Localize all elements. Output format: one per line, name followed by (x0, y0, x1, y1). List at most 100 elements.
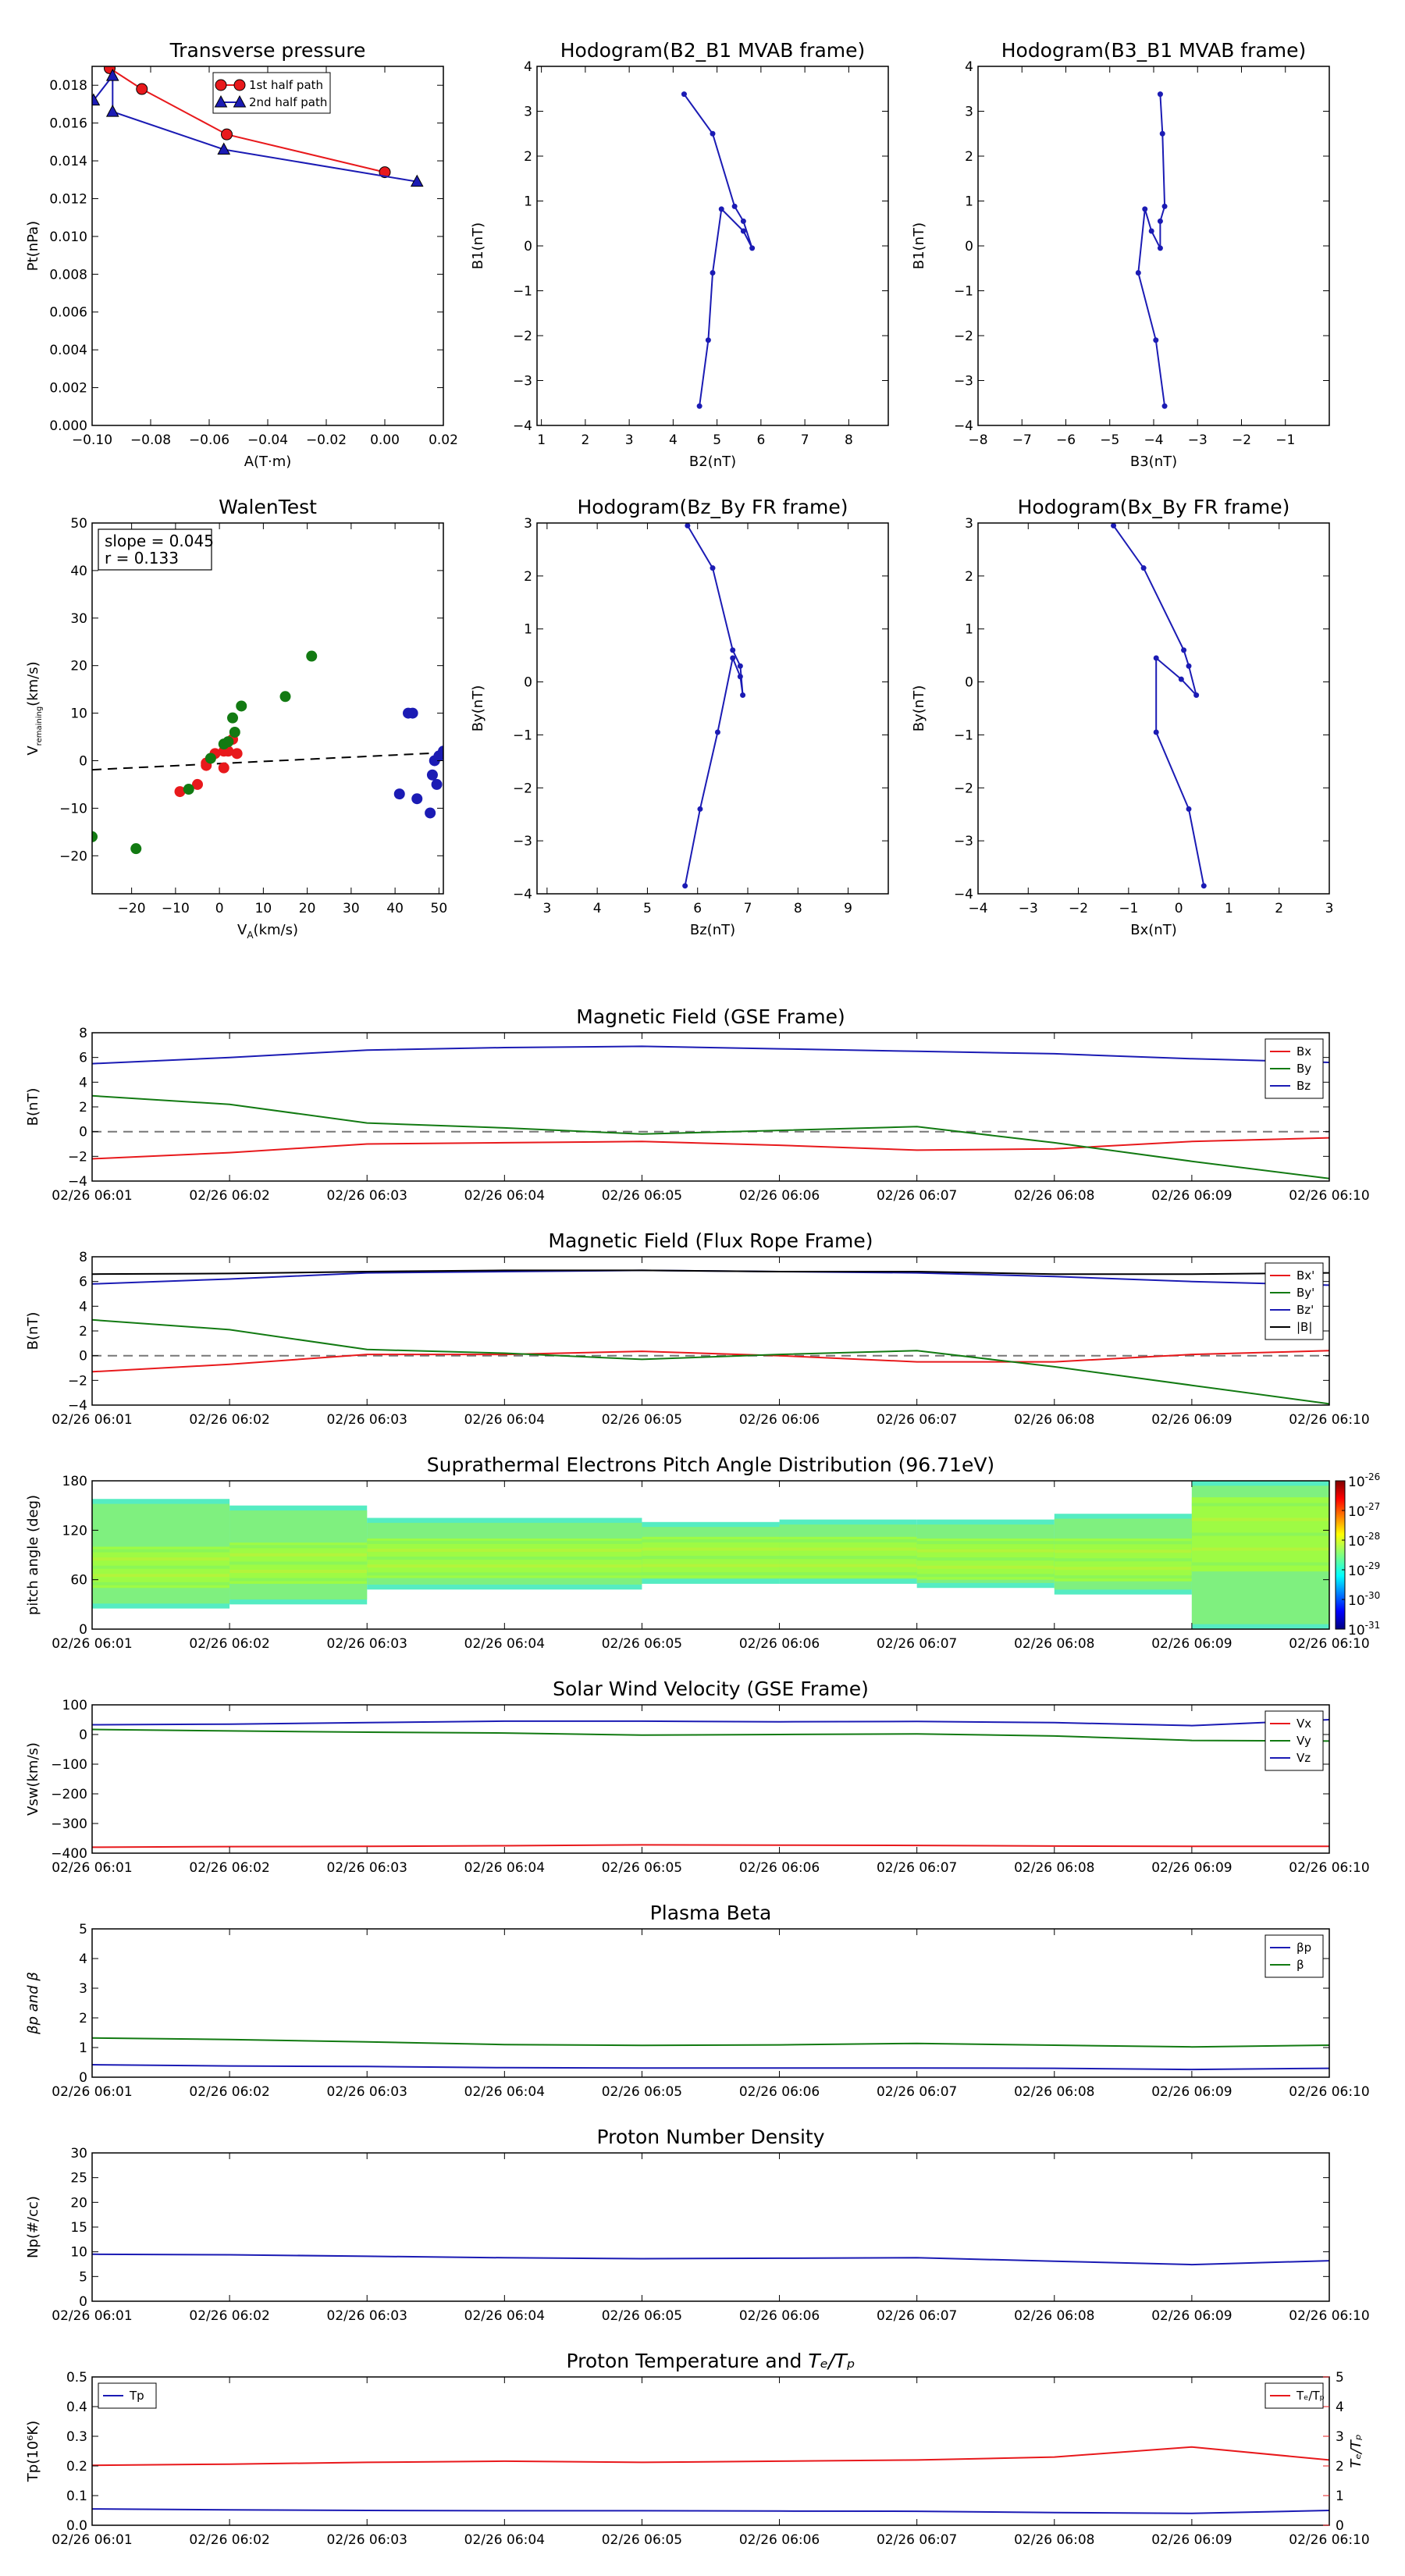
h1-ytick-label: −1 (513, 284, 532, 300)
vsw-legend-label: Vy (1297, 1734, 1311, 1748)
pad-cell-band (1191, 1532, 1329, 1536)
h2-ytick-label: −4 (954, 418, 973, 434)
h4-series-0-point (1153, 655, 1159, 661)
pad-cell-band (92, 1557, 230, 1561)
tp-ytick-label: 0.012 (49, 191, 87, 207)
beta-ytick-label: 3 (79, 1981, 87, 1997)
pad-ytick-label: 120 (62, 1523, 87, 1539)
mf_gse-title: Magnetic Field (GSE Frame) (576, 1005, 845, 1028)
pad-xtick-label: 02/26 06:10 (1289, 1636, 1369, 1652)
beta-legend-box (1264, 1934, 1324, 1978)
temp-axes-frame (91, 2376, 1330, 2526)
np-xtick-label: 02/26 06:08 (1014, 2308, 1094, 2324)
h2-series-0-point (1142, 206, 1148, 212)
walen-annotation-line: slope = 0.045 (105, 532, 214, 550)
mf_gse-series-2-line (91, 1045, 1330, 1065)
h4-ytick-label: 2 (965, 569, 973, 585)
tp-xtick-label: −0.02 (306, 432, 347, 448)
mf_gse-ytick-label: 0 (79, 1125, 87, 1140)
walen-xtick-label: −10 (162, 901, 190, 916)
h1-xlabel: B2(nT) (689, 454, 736, 470)
pad-cell-band (779, 1564, 917, 1567)
np-xtick-label: 02/26 06:04 (464, 2308, 545, 2324)
h4-ytick-label: −4 (954, 887, 973, 902)
h4-series-0-point (1200, 883, 1207, 889)
vsw-ytick-label: −100 (51, 1757, 87, 1773)
h4-plot-area (1111, 523, 1207, 889)
temp-xtick-label: 02/26 06:04 (464, 2532, 545, 2548)
temp-series-0-line (91, 2508, 1330, 2514)
temp-xtick-label: 02/26 06:05 (602, 2532, 682, 2548)
h1-series-0-point (731, 203, 738, 209)
walen-annotation-box (98, 528, 212, 571)
tp-series-1-point (105, 69, 119, 81)
h2-xtick-label: −8 (968, 432, 987, 448)
walen-title: WalenTest (219, 496, 317, 518)
beta-xtick-label: 02/26 06:06 (739, 2084, 820, 2100)
tp-xlabel: A(T·m) (244, 454, 292, 470)
h4-xtick-label: 1 (1225, 901, 1233, 916)
mf_gse-legend-label: By (1297, 1062, 1311, 1076)
tp-ytick-label: 0.004 (49, 343, 87, 358)
h3-title: Hodogram(Bz_By FR frame) (577, 496, 848, 518)
walen-panel: −20 −10 0 10 20 30 40 50 −20 −10 0 10 20 30 40 50 WalenT… (25, 496, 447, 941)
mf_gse-xtick-label: 02/26 06:05 (602, 1188, 682, 1204)
h4-xtick-label: −4 (968, 901, 987, 916)
pad-xtick-label: 02/26 06:09 (1151, 1636, 1232, 1652)
walen-plot-area (92, 650, 443, 855)
h3-xtick-label: 4 (593, 901, 602, 916)
vsw-xtick-label: 02/26 06:05 (602, 1860, 682, 1876)
mf_fr-title: Magnetic Field (Flux Rope Frame) (548, 1229, 873, 1252)
pad-cell-band (92, 1582, 230, 1585)
vsw-panel: 02/26 06:01 02/26 06:02 02/26 06:03 02/26 0… (25, 1678, 1370, 1876)
mf_fr-ytick-label: −2 (68, 1373, 87, 1389)
temp-left-legend-label: Tp (129, 2389, 144, 2403)
mf_fr-xtick-label: 02/26 06:07 (877, 1412, 957, 1428)
h3-ytick-label: −4 (513, 887, 532, 902)
tp-series-1-point (217, 142, 231, 155)
pad-xtick-label: 02/26 06:06 (739, 1636, 820, 1652)
pad-cell-band (92, 1565, 230, 1569)
h3-xtick-label: 5 (643, 901, 652, 916)
temp-ylabel: Tp(10⁶K) (25, 2421, 41, 2482)
mf_fr-series-3-line (91, 1269, 1330, 1276)
h1-panel: 1 2 3 4 5 6 7 8 −4 −3 −2 −1 0 1 2 3 4 Hodogram(B2_B1 MVAB… (470, 39, 889, 470)
mf_gse-xtick-label: 02/26 06:10 (1289, 1188, 1369, 1204)
temp-panel: 02/26 06:01 02/26 06:02 02/26 06:03 02/26 0… (25, 2350, 1370, 2548)
tp-ytick-label: 0.016 (49, 116, 87, 132)
pad-cell-band (642, 1556, 780, 1560)
h1-ytick-label: −3 (513, 374, 532, 390)
mf_fr-ytick-label: 2 (79, 1324, 87, 1340)
pad-title: Suprathermal Electrons Pitch Angle Distr… (427, 1453, 994, 1476)
np-ytick-label: 20 (70, 2195, 87, 2211)
h1-plot-area (681, 91, 756, 409)
mf_gse-legend-label: Bx (1297, 1044, 1311, 1059)
walen-xtick-label: 0 (215, 901, 224, 916)
h3-series-0-point (682, 883, 688, 889)
pad-xtick-label: 02/26 06:07 (877, 1636, 957, 1652)
pad-axes-frame (91, 1480, 1330, 1630)
h1-series-0-point (718, 206, 724, 212)
pad-colorbar-label: 10-27 (1348, 1501, 1380, 1520)
tp-series-0-point (221, 128, 233, 141)
vsw-legend-label: Vx (1297, 1717, 1311, 1731)
vsw-xtick-label: 02/26 06:03 (327, 1860, 407, 1876)
tp-legend-label: 2nd half path (249, 95, 327, 109)
h2-ytick-label: −3 (954, 374, 973, 390)
walen-ytick-label: 40 (70, 564, 87, 579)
vsw-xtick-label: 02/26 06:07 (877, 1860, 957, 1876)
h2-plot-area (1135, 91, 1168, 409)
h3-plot-bg (537, 523, 888, 894)
walen-xlabel: VA(km/s) (237, 922, 298, 941)
h3-ylabel: By(nT) (470, 685, 486, 731)
h2-ytick-label: −1 (954, 284, 973, 300)
walen-series-0-point (231, 748, 243, 760)
temp-xtick-label: 02/26 06:02 (189, 2532, 269, 2548)
temp-xtick-label: 02/26 06:10 (1289, 2532, 1369, 2548)
mf_gse-legend-label: Bz (1297, 1079, 1311, 1093)
np-ytick-label: 0 (79, 2294, 87, 2310)
temp-xtick-label: 02/26 06:01 (52, 2532, 132, 2548)
h4-axes-frame (977, 522, 1330, 895)
pad-cell-band (367, 1557, 642, 1560)
h4-series-0-point (1153, 729, 1159, 735)
